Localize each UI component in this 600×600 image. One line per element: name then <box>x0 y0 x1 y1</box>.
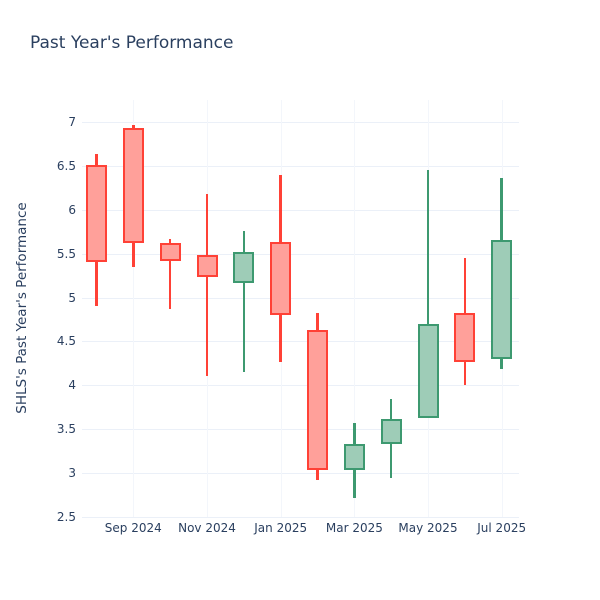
gridline-horizontal <box>82 517 519 518</box>
y-axis-tick-label: 2.5 <box>56 510 76 524</box>
y-axis-tick-label: 4 <box>68 378 76 393</box>
y-axis-tick-label: 7 <box>68 114 76 129</box>
gridline-vertical <box>133 100 135 517</box>
gridline-horizontal <box>82 341 519 343</box>
candle-wick <box>242 230 246 373</box>
candle-body <box>86 165 107 262</box>
y-axis-tick-label: 6.5 <box>56 158 76 173</box>
plot-area[interactable] <box>82 100 519 518</box>
gridline-horizontal <box>82 165 519 167</box>
candle-body <box>491 239 513 359</box>
y-axis-tick-label: 5 <box>68 290 76 305</box>
candle-body <box>380 418 402 445</box>
y-axis-tick-label: 3.5 <box>56 422 76 437</box>
gridline-vertical <box>354 100 356 517</box>
x-axis-tick-label: Mar 2025 <box>325 521 383 535</box>
x-axis-tick-label: Nov 2024 <box>178 521 236 535</box>
x-axis-tick-label: Jul 2025 <box>477 521 527 535</box>
chart-title: Past Year's Performance <box>30 33 234 53</box>
y-axis-tick-label: 6 <box>68 202 76 217</box>
candle-wick <box>205 193 209 377</box>
gridline-horizontal <box>82 429 519 431</box>
gridline-horizontal <box>82 253 519 255</box>
candle-body <box>122 128 144 244</box>
x-axis-tick-label: May 2025 <box>398 521 458 535</box>
candle-body <box>270 242 292 316</box>
candle-wick <box>426 170 430 418</box>
candle-body <box>159 243 181 261</box>
candle-body <box>307 330 328 470</box>
candle-body <box>454 313 476 362</box>
y-axis-tick-label: 5.5 <box>56 246 76 261</box>
candle-body <box>233 251 255 283</box>
gridline-horizontal <box>82 473 519 475</box>
gridline-horizontal <box>82 209 519 211</box>
x-axis-tick-label: Jan 2025 <box>254 521 308 535</box>
candle-body <box>343 444 365 470</box>
candle-body <box>196 254 218 278</box>
gridline-horizontal <box>82 297 519 299</box>
y-axis-tick-label: 3 <box>68 466 76 481</box>
y-axis-title: SHLS's Past Year's Performance <box>14 202 30 414</box>
x-axis-tick-label: Sep 2024 <box>104 521 162 535</box>
candle-body <box>417 323 439 418</box>
y-axis-tick-label: 4.5 <box>56 334 76 349</box>
gridline-horizontal <box>82 385 519 387</box>
candle-wick <box>168 238 172 309</box>
gridline-horizontal <box>82 121 519 123</box>
